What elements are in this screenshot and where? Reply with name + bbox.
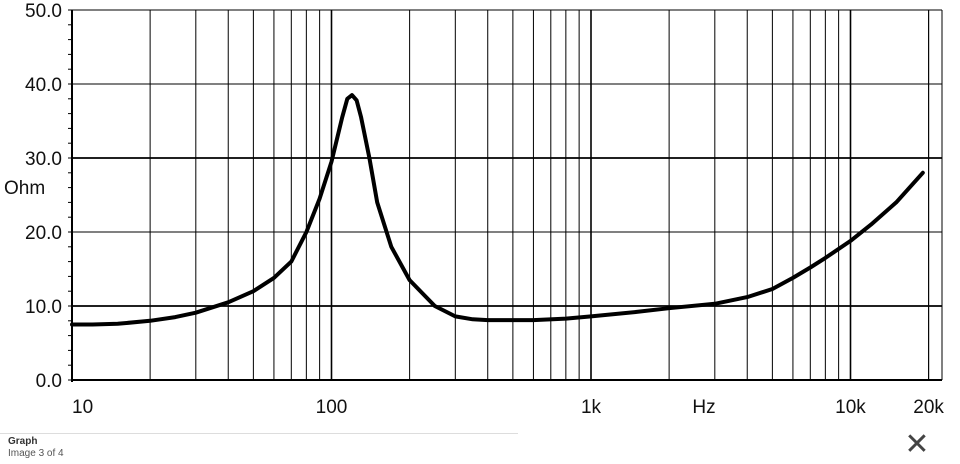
y-tick-label: 40.0 — [25, 75, 62, 96]
x-tick-label: 20k — [913, 397, 944, 418]
x-tick-labels: 10 100 1k 10k 20k — [72, 397, 944, 418]
image-caption: Graph Image 3 of 4 — [8, 436, 64, 460]
close-icon[interactable]: ✕ — [904, 427, 930, 462]
axes — [68, 9, 942, 382]
y-tick-label: 0.0 — [36, 371, 62, 392]
impedance-chart: 0.0 10.0 20.0 30.0 40.0 50.0 10 100 1k 10k 20k Oh… — [4, 1, 944, 418]
caption-title: Graph — [8, 436, 38, 447]
x-tick-label: 10k — [835, 397, 866, 418]
y-tick-label: 20.0 — [25, 223, 62, 244]
y-tick-labels: 0.0 10.0 20.0 30.0 40.0 50.0 — [25, 1, 62, 392]
y-tick-label: 50.0 — [25, 1, 62, 22]
grid-lines — [71, 9, 943, 381]
caption-subtitle: Image 3 of 4 — [8, 448, 64, 459]
x-tick-label: 10 — [72, 397, 93, 418]
caption-divider — [0, 433, 518, 434]
x-tick-label: 1k — [581, 397, 602, 418]
x-axis-label: Hz — [692, 397, 715, 418]
y-tick-label: 30.0 — [25, 149, 62, 170]
impedance-curve — [70, 93, 925, 327]
y-tick-label: 10.0 — [25, 297, 62, 318]
x-tick-label: 100 — [316, 397, 348, 418]
y-axis-label: Ohm — [4, 178, 45, 199]
